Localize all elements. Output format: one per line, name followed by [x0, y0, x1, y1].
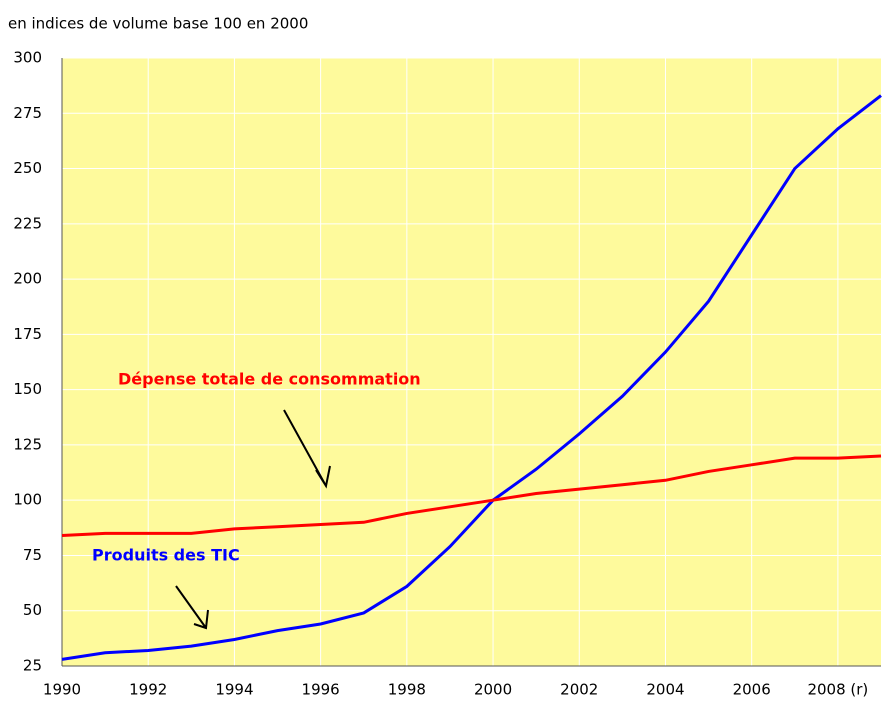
x-tick-label: 1992 [129, 681, 167, 699]
series-label: Dépense totale de consommation [118, 370, 421, 389]
y-tick-label: 175 [13, 325, 42, 343]
series-line [61, 454, 882, 538]
series-label: Produits des TIC [92, 546, 240, 565]
y-tick-label: 200 [13, 270, 42, 288]
y-tick-label: 100 [13, 491, 42, 509]
y-tick-label: 150 [13, 380, 42, 398]
x-tick-label: 1994 [215, 681, 253, 699]
y-tick-label: 225 [13, 214, 42, 232]
x-tick-label: 2008 (r) [807, 681, 868, 699]
x-tick-label: 2000 [474, 681, 512, 699]
plot-area [62, 58, 881, 666]
arrow [175, 585, 209, 630]
x-tick-label: 2002 [560, 681, 598, 699]
series-line [61, 94, 882, 661]
x-tick-label: 1998 [388, 681, 426, 699]
y-tick-label: 75 [23, 546, 42, 564]
x-tick-label: 2004 [646, 681, 684, 699]
y-tick-label: 125 [13, 435, 42, 453]
x-tick-label: 2006 [733, 681, 771, 699]
chart-subtitle: en indices de volume base 100 en 2000 [8, 15, 308, 33]
y-tick-label: 25 [23, 657, 42, 675]
arrow [283, 409, 331, 489]
y-tick-label: 275 [13, 104, 42, 122]
y-tick-label: 250 [13, 159, 42, 177]
y-tick-label: 300 [13, 49, 42, 67]
x-tick-label: 1996 [302, 681, 340, 699]
x-tick-label: 1990 [43, 681, 81, 699]
y-tick-label: 50 [23, 601, 42, 619]
